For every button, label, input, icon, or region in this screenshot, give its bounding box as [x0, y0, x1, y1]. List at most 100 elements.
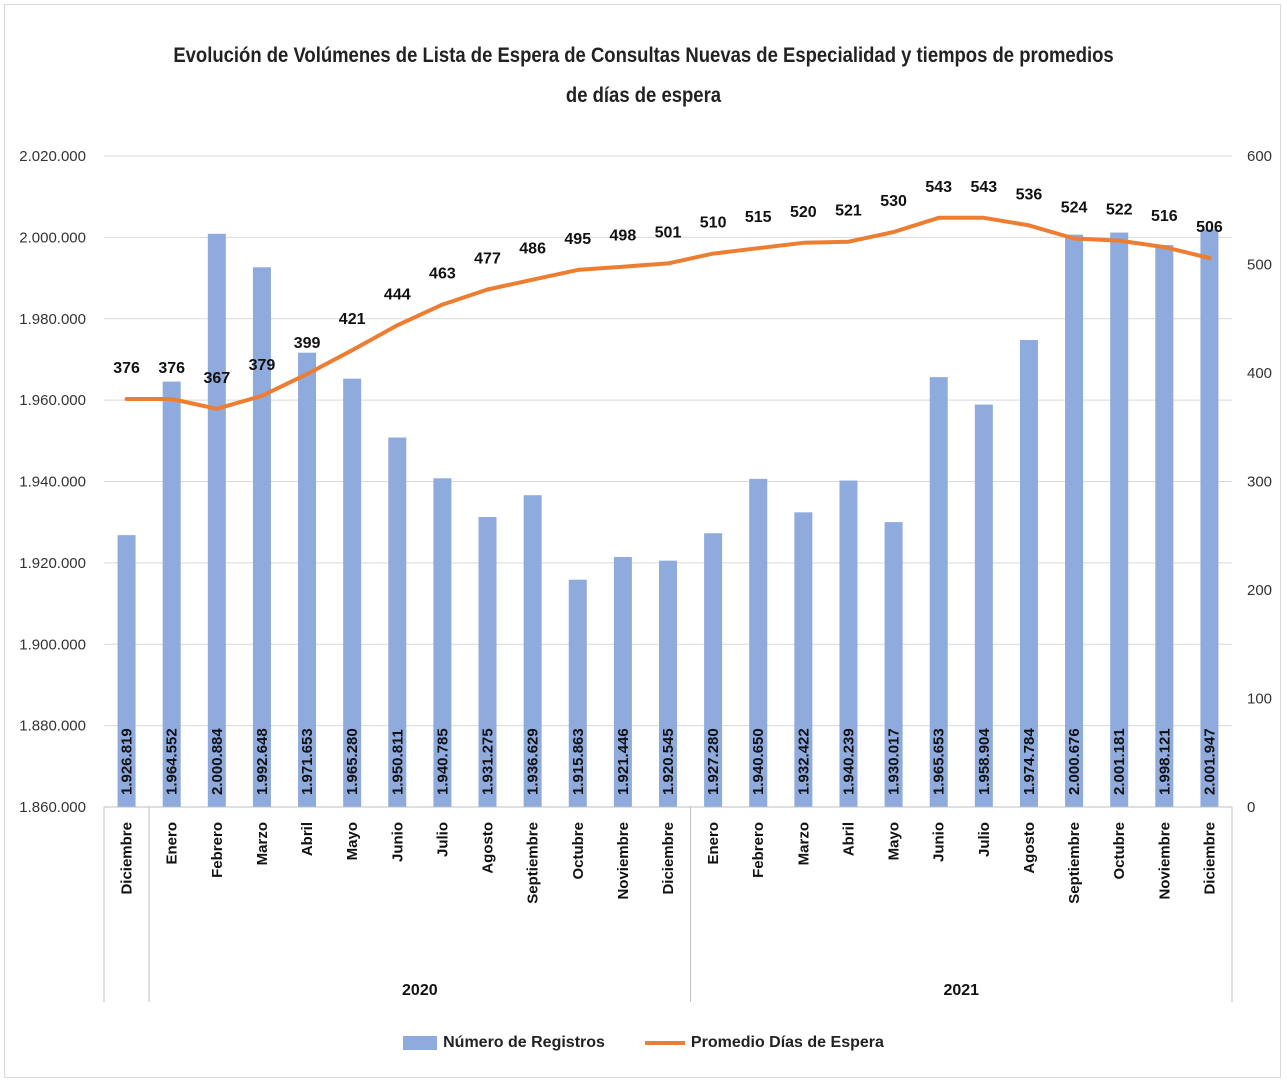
legend-label-bars: Número de Registros	[443, 1034, 605, 1051]
y-right-tick-label: 100	[1247, 691, 1272, 708]
line-data-label: 376	[158, 360, 185, 377]
bar	[884, 522, 903, 807]
x-category-label: Abril	[299, 822, 316, 856]
bar-data-label: 2.001.181	[1111, 728, 1128, 795]
x-category-label: Agosto	[480, 822, 497, 874]
legend-item-bars[interactable]: Número de Registros	[403, 1034, 605, 1052]
bar	[252, 267, 271, 807]
bar	[298, 352, 317, 807]
line-data-label: 516	[1151, 208, 1178, 225]
y-left-tick-label: 1.940.000	[19, 474, 86, 491]
y-left-tick-label: 1.920.000	[19, 555, 86, 572]
line-data-label: 498	[610, 228, 637, 245]
bar	[117, 535, 136, 807]
line-data-label: 367	[203, 370, 230, 387]
chart-title-line-1: Evolución de Volúmenes de Lista de Esper…	[173, 44, 1114, 67]
bar	[839, 480, 858, 807]
legend-item-line[interactable]: Promedio Días de Espera	[644, 1034, 884, 1052]
x-category-label: Septiembre	[1066, 822, 1083, 904]
bar-data-label: 2.001.947	[1201, 728, 1218, 795]
bar-data-label: 1.915.863	[570, 728, 587, 795]
bar-data-label: 1.940.650	[750, 728, 767, 795]
line-data-label: 444	[384, 286, 411, 303]
x-category-label: Febrero	[209, 822, 226, 878]
x-category-label: Octubre	[1111, 822, 1128, 880]
y-left-tick-label: 2.000.000	[19, 229, 86, 246]
x-category-label: Noviembre	[1156, 822, 1173, 900]
x-category-label: Septiembre	[525, 822, 542, 904]
bar-data-label: 1.936.629	[525, 728, 542, 795]
line-data-label: 536	[1016, 186, 1043, 203]
bar	[613, 556, 632, 807]
bar	[523, 495, 542, 807]
line-data-label: 522	[1106, 202, 1133, 219]
bar-data-label: 1.974.784	[1021, 728, 1038, 795]
y-left-tick-label: 1.960.000	[19, 392, 86, 409]
line-data-label: 543	[970, 179, 997, 196]
bar-data-label: 2.000.884	[209, 728, 226, 795]
x-category-label: Agosto	[1021, 822, 1038, 874]
x-category-label: Mayo	[886, 822, 903, 860]
bar-data-label: 1.931.275	[480, 728, 497, 795]
y-right-tick-label: 200	[1247, 582, 1272, 599]
line-data-label: 501	[655, 224, 682, 241]
y-left-tick-label: 1.980.000	[19, 311, 86, 328]
bar-data-label: 1.927.280	[705, 728, 722, 795]
bar	[207, 233, 226, 808]
bar-data-label: 1.958.904	[976, 728, 993, 795]
line-data-label: 506	[1196, 219, 1223, 236]
legend-swatch-line	[644, 1041, 685, 1045]
line-series-path	[124, 215, 1212, 411]
bar-data-label: 1.921.446	[615, 728, 632, 795]
bar-data-label: 1.964.552	[164, 728, 181, 795]
y-left-tick-label: 1.880.000	[19, 718, 86, 735]
line-data-label: 510	[700, 215, 727, 232]
bar-data-label: 2.000.676	[1066, 728, 1083, 795]
bar-data-label: 1.965.280	[344, 728, 361, 795]
y-right-tick-label: 300	[1247, 474, 1272, 491]
bar-data-label: 1.992.648	[254, 728, 271, 795]
line-data-label: 486	[519, 241, 546, 258]
bar	[1019, 339, 1038, 807]
bar	[659, 560, 677, 807]
x-group-label: 2021	[943, 982, 979, 999]
bar	[929, 377, 948, 807]
x-category-label: Julio	[434, 822, 451, 857]
bar	[749, 478, 768, 807]
y-right-tick-label: 500	[1247, 257, 1272, 274]
y-left-tick-label: 1.860.000	[19, 799, 86, 816]
line-data-label: 521	[835, 203, 862, 220]
chart-title: Evolución de Volúmenes de Lista de Esper…	[77, 36, 1210, 116]
line-data-label: 543	[925, 179, 952, 196]
x-category-label: Octubre	[570, 822, 587, 880]
line-data-label: 376	[113, 360, 140, 377]
legend-label-line: Promedio Días de Espera	[690, 1034, 884, 1051]
bar	[388, 437, 407, 807]
bar-data-label: 1.950.811	[389, 729, 406, 795]
bar	[974, 404, 993, 807]
bar	[1065, 234, 1084, 808]
x-category-label: Enero	[164, 822, 181, 865]
x-category-label: Diciembre	[660, 822, 677, 895]
x-category-label: Diciembre	[1201, 822, 1218, 895]
bar-data-label: 1.932.422	[795, 728, 812, 795]
x-category-label: Marzo	[254, 822, 271, 865]
bar-data-label: 1.971.653	[299, 728, 316, 795]
bar-data-label: 1.965.653	[931, 728, 948, 795]
bar	[478, 516, 497, 807]
y-right-tick-label: 400	[1247, 365, 1272, 382]
line-data-label: 524	[1061, 199, 1088, 216]
legend-swatch-bar	[403, 1036, 438, 1050]
line-data-label: 399	[294, 335, 321, 352]
x-category-label: Marzo	[795, 822, 812, 865]
x-category-label: Noviembre	[615, 822, 632, 900]
x-category-label: Diciembre	[119, 822, 136, 895]
line-data-label: 421	[339, 311, 366, 328]
y-right-tick-label: 0	[1247, 799, 1255, 816]
x-group-label: 2020	[402, 982, 438, 999]
line-data-label: 477	[474, 250, 501, 267]
bar	[1155, 245, 1174, 807]
bar-data-label: 1.920.545	[660, 728, 677, 795]
bar	[1110, 232, 1129, 807]
x-category-label: Abril	[840, 822, 857, 856]
